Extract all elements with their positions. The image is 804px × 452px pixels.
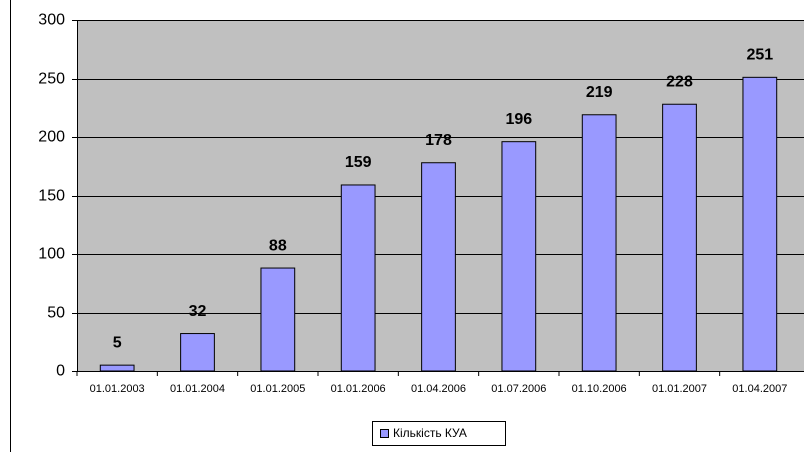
data-label: 196	[505, 111, 532, 128]
bar	[662, 103, 697, 372]
x-tick-label: 01.04.2007	[732, 383, 787, 395]
x-tick-label: 01.01.2005	[250, 383, 305, 395]
data-label: 219	[586, 84, 613, 101]
x-tick-label: 01.01.2003	[90, 383, 145, 395]
x-tick-label: 01.01.2006	[331, 383, 386, 395]
x-tick-label: 01.04.2006	[411, 383, 466, 395]
data-label: 88	[269, 237, 287, 254]
y-tick-label: 150	[38, 188, 65, 205]
x-tick-label: 01.01.2004	[170, 383, 225, 395]
y-tick-label: 0	[56, 363, 65, 380]
y-tick-label: 200	[38, 129, 65, 146]
bar	[501, 141, 537, 372]
bar	[581, 114, 617, 372]
bar	[340, 184, 376, 372]
data-label: 228	[666, 73, 693, 90]
data-label: 251	[746, 47, 773, 64]
x-tick-label: 01.07.2006	[491, 383, 546, 395]
y-tick-label: 50	[47, 305, 65, 322]
bar	[742, 76, 778, 372]
y-tick-label: 100	[38, 246, 65, 263]
data-label: 5	[113, 334, 122, 351]
y-tick-label: 250	[38, 71, 65, 88]
x-tick-label: 01.10.2006	[572, 383, 627, 395]
legend-label: Кількість КУА	[393, 426, 467, 440]
legend-swatch	[380, 429, 389, 438]
data-label: 32	[189, 303, 207, 320]
data-label: 178	[425, 132, 452, 149]
legend-box	[372, 421, 506, 446]
bar	[260, 267, 296, 372]
bar	[180, 333, 215, 372]
data-label: 159	[345, 154, 372, 171]
x-tick-label: 01.01.2007	[652, 383, 707, 395]
bar	[421, 162, 456, 372]
y-tick-label: 300	[38, 12, 65, 29]
bar	[99, 364, 135, 372]
